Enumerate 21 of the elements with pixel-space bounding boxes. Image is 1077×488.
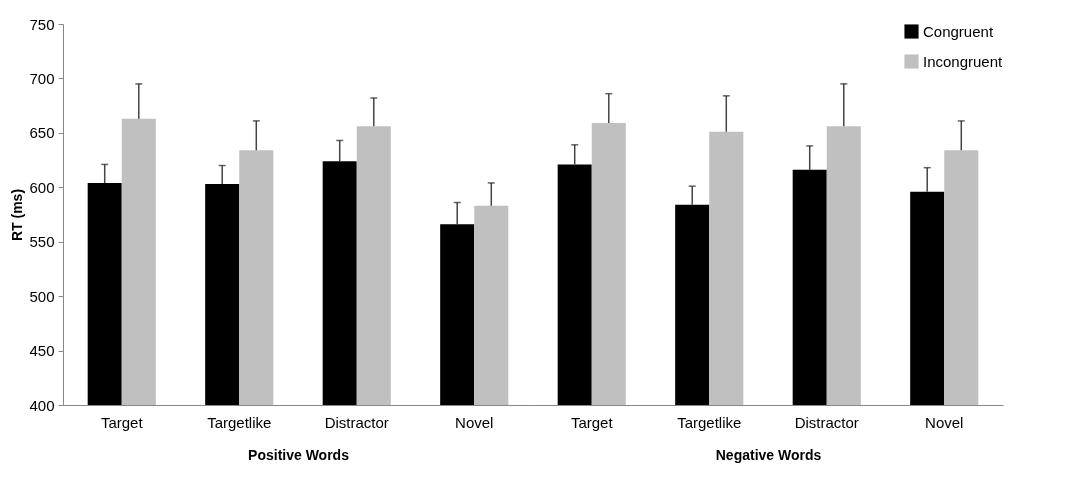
legend-label: Congruent xyxy=(923,22,994,40)
x-tick-label: Targetlike xyxy=(207,413,272,431)
y-tick-label: 500 xyxy=(29,287,55,305)
y-tick-label: 600 xyxy=(29,178,55,196)
x-tick-label: Targetlike xyxy=(677,413,742,431)
x-tick-label: Target xyxy=(570,413,614,431)
y-tick-label: 700 xyxy=(29,69,55,87)
x-tick-label: Target xyxy=(100,413,144,431)
y-tick-label: 750 xyxy=(29,15,55,33)
legend-label: Incongruent xyxy=(923,52,1004,70)
x-tick-label: Novel xyxy=(925,413,964,431)
x-tick-label: Novel xyxy=(455,413,494,431)
x-axis-title: Negative Words xyxy=(715,446,822,463)
y-tick-label: 450 xyxy=(29,342,55,360)
x-axis-title: Positive Words xyxy=(248,446,350,463)
x-tick-label: Distractor xyxy=(794,413,859,431)
y-tick-label: 550 xyxy=(29,233,55,251)
y-tick-label: 400 xyxy=(29,396,55,414)
x-tick-label: Distractor xyxy=(324,413,389,431)
y-tick-label: 650 xyxy=(29,124,55,142)
y-axis-title: RT (ms) xyxy=(9,188,26,242)
